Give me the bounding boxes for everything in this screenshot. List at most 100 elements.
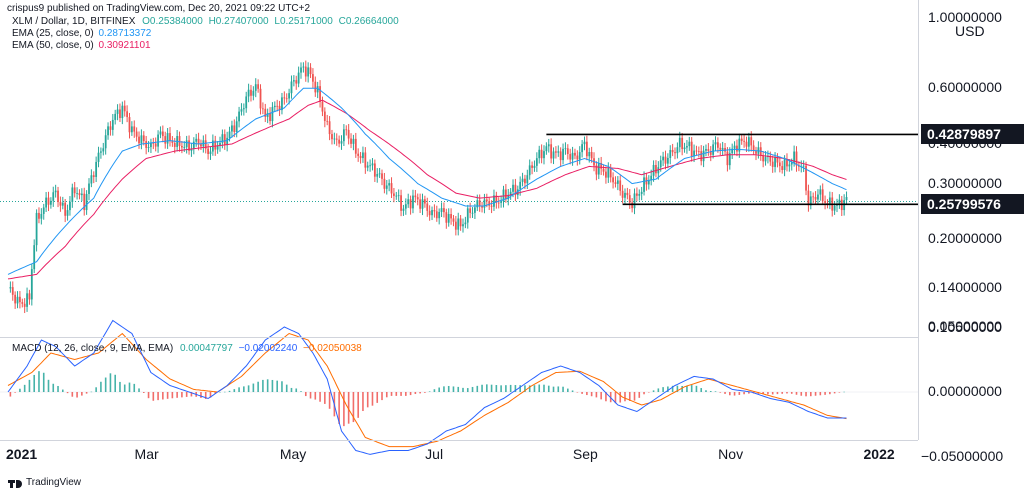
macd-hist-bar [147, 392, 150, 399]
macd-hist-bar [552, 386, 555, 392]
candle [771, 155, 774, 173]
candle [176, 130, 179, 152]
macd-hist-bar [633, 392, 636, 401]
candle [578, 146, 581, 165]
candle [211, 134, 214, 156]
macd-hist-bar [771, 392, 774, 395]
time-tick-label: Sep [572, 446, 598, 462]
candle [828, 191, 831, 210]
candle [497, 197, 500, 209]
candle [433, 204, 436, 218]
macd-hist-bar [19, 388, 21, 392]
candle [805, 161, 807, 196]
macd-hist-bar [605, 392, 607, 402]
candle [445, 208, 448, 229]
candle [452, 215, 455, 227]
candle [507, 188, 510, 206]
candle [526, 169, 529, 190]
candle [142, 131, 145, 146]
macd-hist-bar [114, 374, 116, 392]
candle [640, 186, 643, 201]
macd-hist-bar [290, 387, 293, 392]
candle [817, 189, 819, 205]
candle [655, 160, 657, 178]
candle [574, 148, 576, 160]
ema25-value: 0.28713372 [98, 28, 152, 39]
candle [54, 184, 57, 198]
support-line-price-tag: 0.25799576 [921, 194, 1024, 215]
macd-hist-bar [314, 392, 317, 400]
candle [264, 103, 267, 123]
candle [307, 62, 310, 83]
candle [545, 142, 548, 155]
ema50-line [7, 99, 847, 280]
candle [290, 75, 293, 99]
candle [521, 172, 524, 187]
candle [359, 151, 362, 164]
macd-hist-bar [276, 380, 278, 392]
candle [666, 153, 669, 169]
candle [721, 141, 724, 156]
candle [454, 215, 457, 236]
macd-hist-bar [724, 392, 726, 394]
macd-hist-bar [243, 386, 245, 392]
candle [614, 176, 617, 188]
candle [69, 196, 71, 216]
candle [76, 187, 78, 200]
candle [552, 147, 555, 165]
candles-layer [9, 60, 848, 314]
macd-hist-bar [738, 392, 741, 395]
macd-hist-bar [204, 392, 207, 399]
symbol-legend[interactable]: XLM / Dollar, 1D, BITFINEX O0.25384000 H… [12, 16, 399, 27]
macd-hist-bar [486, 384, 488, 392]
macd-hist-bar [223, 391, 226, 393]
candle [528, 159, 531, 180]
candle [314, 76, 317, 97]
ema50-legend[interactable]: EMA (50, close, 0) 0.30921101 [12, 40, 151, 51]
macd-line [7, 319, 847, 455]
candle [292, 75, 295, 87]
ema25-legend[interactable]: EMA (25, close, 0) 0.28713372 [12, 28, 151, 39]
candle [219, 136, 221, 152]
candle [190, 142, 193, 157]
candle [421, 193, 424, 216]
candle [85, 190, 88, 215]
candle [681, 133, 684, 156]
footer-brand[interactable]: TradingView [8, 477, 81, 488]
macd-hist-bar [328, 392, 331, 409]
candle [273, 101, 276, 112]
macd-hist-bar [409, 392, 412, 396]
ema50-label: EMA (50, close, 0) [12, 40, 94, 51]
candle [714, 136, 717, 151]
macd-hist-bar [271, 379, 274, 392]
candle [559, 147, 562, 167]
candle [192, 137, 195, 155]
macd-tick-label: 0.05000000 [928, 318, 1002, 334]
candle [397, 189, 400, 202]
macd-hist-bar [614, 392, 617, 404]
candle [509, 188, 512, 200]
macd-hist-bar [586, 392, 588, 396]
candle [357, 148, 360, 162]
macd-hist-bar [695, 385, 698, 392]
candle [238, 106, 240, 128]
candle [335, 133, 338, 146]
candle [647, 175, 650, 190]
macd-hist-bar [257, 381, 259, 392]
macd-hist-bar [457, 386, 460, 392]
candle [738, 133, 741, 158]
macd-hist-bar [514, 385, 517, 392]
candle [300, 62, 302, 79]
macd-legend[interactable]: MACD (12, 26, close, 9, EMA, EMA) 0.0004… [12, 343, 362, 354]
macd-hist-bar [238, 387, 240, 392]
macd-hist-bar [343, 392, 345, 427]
close-value: C0.26664000 [338, 16, 399, 27]
candle [9, 281, 12, 293]
candle [276, 99, 279, 112]
candle [564, 142, 567, 155]
macd-hist-bar [281, 381, 283, 392]
candle [19, 291, 21, 309]
candle [569, 148, 572, 165]
macd-hist-bar [805, 392, 807, 397]
